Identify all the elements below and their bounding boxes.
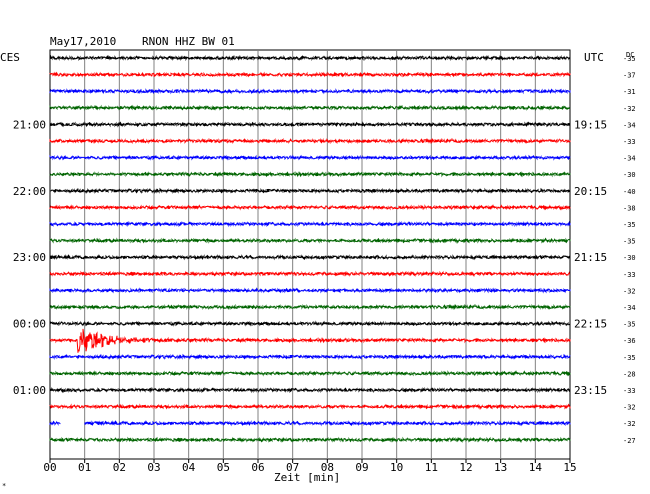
x-tick-label: 06 [251, 461, 264, 474]
left-hour-label: 23:00 [13, 251, 46, 264]
trace-4 [49, 104, 571, 111]
dc-offset-label: -34 [623, 304, 636, 312]
x-tick-label: 08 [321, 461, 334, 474]
trace-7 [49, 154, 571, 161]
trace-19 [49, 353, 571, 360]
left-hour-label: 21:00 [13, 118, 46, 131]
x-tick-label: 05 [217, 461, 230, 474]
dc-offset-label: -40 [623, 188, 636, 196]
right-hour-label: 22:15 [574, 318, 607, 331]
dc-offset-label: -33 [623, 271, 636, 279]
right-hour-label: 19:15 [574, 118, 607, 131]
x-axis-label: Zeit [min] [274, 471, 340, 484]
left-hour-labels: 21:00 22:00 23:00 00:00 01:00 [13, 118, 46, 397]
trace-21 [49, 386, 571, 394]
x-tick-label: 02 [113, 461, 126, 474]
x-axis-ticks: 00 01 02 03 04 05 06 07 08 09 10 11 12 13 14 15 [43, 459, 577, 474]
x-tick-label: 03 [147, 461, 160, 474]
dc-offset-label: -35 [623, 55, 636, 63]
trace-20 [49, 370, 571, 377]
dc-offset-label: -35 [623, 321, 636, 329]
dc-offset-label: -36 [623, 337, 636, 345]
trace-9 [49, 187, 571, 194]
header: May17,2010 RNON HHZ BW 01 CES UTC DC [0, 35, 634, 64]
plot-frame [49, 49, 571, 460]
left-hour-label: 22:00 [13, 185, 46, 198]
trace-11 [49, 220, 571, 228]
dc-offset-label: -32 [623, 105, 636, 113]
right-hour-label: 20:15 [574, 185, 607, 198]
left-hour-label: 00:00 [13, 318, 46, 331]
dc-offset-label: -33 [623, 138, 636, 146]
x-tick-label: 14 [529, 461, 543, 474]
trace-6 [49, 137, 571, 145]
x-tick-label: 04 [182, 461, 196, 474]
dc-offset-label: -30 [623, 254, 636, 262]
trace-15 [49, 287, 571, 294]
dc-offset-label: -37 [623, 72, 636, 80]
dc-offset-labels: -35 -37 -31 -32 -34 -33 -34 -30 -40 -38 -35 -35 -30 -… [623, 55, 636, 445]
left-zone-label: CES [0, 51, 20, 64]
x-tick-label: 15 [563, 461, 576, 474]
trace-23 [49, 420, 571, 427]
trace-12 [49, 237, 571, 244]
corner-mark: * [2, 482, 6, 490]
trace-16 [49, 303, 571, 311]
trace-2 [49, 71, 571, 78]
dc-offset-label: -32 [623, 420, 636, 428]
trace-5 [49, 121, 571, 128]
trace-17 [49, 320, 571, 327]
dc-offset-label: -38 [623, 204, 636, 212]
dc-offset-label: -28 [623, 370, 636, 378]
left-hour-label: 01:00 [13, 384, 46, 397]
trace-10 [49, 204, 571, 211]
dc-offset-label: -33 [623, 387, 636, 395]
dc-offset-label: -31 [623, 88, 636, 96]
dc-offset-label: -34 [623, 155, 636, 163]
station-label: RNON HHZ BW 01 [142, 35, 235, 48]
dc-offset-label: -32 [623, 404, 636, 412]
trace-22 [49, 403, 571, 410]
dc-offset-label: -35 [623, 221, 636, 229]
x-tick-label: 10 [390, 461, 403, 474]
trace-3 [49, 88, 571, 95]
dc-offset-label: -27 [623, 437, 636, 445]
trace-8 [49, 171, 571, 178]
right-hour-labels: 19:15 20:15 21:15 22:15 23:15 [574, 118, 607, 397]
x-tick-label: 07 [286, 461, 299, 474]
traces [49, 54, 571, 444]
x-tick-label: 11 [425, 461, 438, 474]
trace-14 [49, 270, 571, 278]
x-tick-label: 13 [494, 461, 507, 474]
dc-offset-label: -34 [623, 121, 636, 129]
dc-offset-label: -30 [623, 171, 636, 179]
dc-offset-label: -32 [623, 287, 636, 295]
dc-offset-label: -35 [623, 238, 636, 246]
grid-lines [84, 50, 536, 459]
date-label: May17,2010 [50, 35, 116, 48]
right-hour-label: 21:15 [574, 251, 607, 264]
x-tick-label: 09 [355, 461, 368, 474]
right-hour-label: 23:15 [574, 384, 607, 397]
x-tick-label: 01 [78, 461, 91, 474]
right-zone-label: UTC [584, 51, 604, 64]
trace-18 [49, 328, 571, 353]
dc-offset-label: -35 [623, 354, 636, 362]
trace-1 [49, 54, 571, 62]
x-tick-label: 00 [43, 461, 56, 474]
trace-24 [49, 436, 571, 444]
x-tick-label: 12 [459, 461, 472, 474]
trace-13 [49, 254, 571, 261]
dc-label: DC [626, 51, 634, 59]
